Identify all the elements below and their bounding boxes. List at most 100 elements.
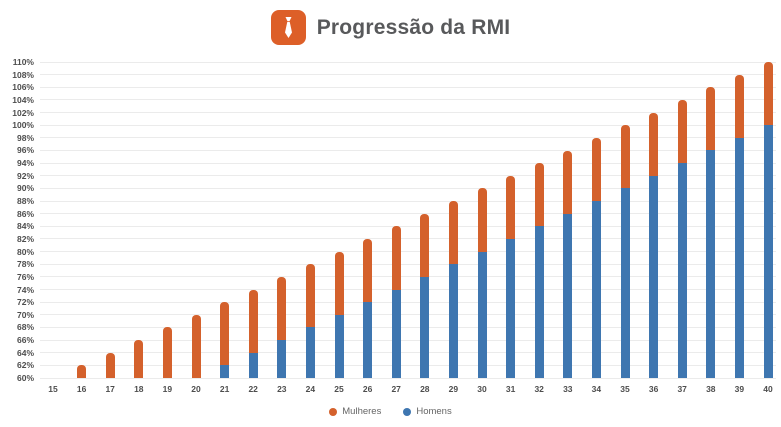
y-tick-label: 104% <box>12 94 34 105</box>
bar-homens <box>420 276 430 378</box>
y-tick-label: 94% <box>16 158 34 169</box>
bar-homens <box>220 365 230 378</box>
bar-homens <box>591 201 601 378</box>
gridline <box>40 377 776 379</box>
legend-dot-icon <box>329 407 338 416</box>
y-tick-label: 80% <box>16 246 34 257</box>
bar-group-37 <box>677 99 687 378</box>
bar-mulheres <box>534 163 544 227</box>
y-tick-label: 108% <box>12 69 34 80</box>
bar-group-21 <box>220 302 230 378</box>
x-tick-label: 36 <box>648 384 659 394</box>
gridline <box>40 200 776 202</box>
bar-group-38 <box>706 87 716 378</box>
y-tick-label: 106% <box>12 82 34 93</box>
bar-homens <box>363 302 373 378</box>
legend-dot-icon <box>403 407 412 416</box>
legend-label: Mulheres <box>342 406 382 417</box>
bar-homens <box>649 175 659 378</box>
bar-group-34 <box>591 137 601 378</box>
bar-mulheres <box>734 74 744 138</box>
bar-group-40 <box>763 62 773 378</box>
gridline <box>40 352 776 354</box>
bar-homens <box>448 264 458 378</box>
bar-homens <box>477 251 487 378</box>
y-tick-label: 70% <box>16 309 34 320</box>
gridline <box>40 314 776 316</box>
y-tick-label: 66% <box>16 335 34 346</box>
x-tick-label: 31 <box>505 384 516 394</box>
x-tick-label: 22 <box>248 384 258 394</box>
bar-group-19 <box>162 327 172 378</box>
bar-group-25 <box>334 251 344 378</box>
legend-label: Homens <box>416 406 452 417</box>
bar-mulheres <box>105 352 115 378</box>
x-tick-label: 32 <box>534 384 544 394</box>
gridline <box>40 326 776 328</box>
x-tick-label: 19 <box>162 384 173 394</box>
y-tick-label: 88% <box>16 196 34 207</box>
x-tick-label: 34 <box>591 384 602 394</box>
bar-group-28 <box>420 213 430 378</box>
x-tick-label: 29 <box>448 384 459 394</box>
x-tick-label: 25 <box>334 384 344 394</box>
bar-mulheres <box>191 314 201 378</box>
y-axis-labels: 60% 62% 64% 66% 68% 70% 72% 74% 76% 78% 80% 82% 84% 8… <box>0 57 34 383</box>
x-tick-label: 28 <box>420 384 430 394</box>
x-tick-label: 37 <box>677 384 687 394</box>
gridline <box>40 74 776 76</box>
bar-group-32 <box>534 163 544 378</box>
bar-mulheres <box>706 87 716 151</box>
bar-mulheres <box>506 175 516 239</box>
bar-group-35 <box>620 125 630 378</box>
gridline <box>40 251 776 253</box>
bar-group-36 <box>649 112 659 378</box>
bar-mulheres <box>363 238 373 303</box>
gridline <box>40 301 776 303</box>
x-tick-label: 30 <box>477 384 487 394</box>
bar-homens <box>277 340 287 378</box>
gridline <box>40 86 776 88</box>
x-tick-label: 18 <box>134 384 144 394</box>
y-tick-label: 90% <box>16 183 34 194</box>
y-tick-label: 74% <box>16 284 34 295</box>
bar-group-17 <box>105 352 115 378</box>
bar-mulheres <box>591 137 601 202</box>
bar-group-29 <box>448 201 458 378</box>
bar-mulheres <box>77 365 87 378</box>
bar-group-20 <box>191 314 201 378</box>
gridline <box>40 99 776 101</box>
chart-header: Progressão da RMI <box>0 10 781 45</box>
gridline <box>40 112 776 114</box>
gridline <box>40 238 776 240</box>
bar-group-33 <box>563 150 573 378</box>
x-tick-label: 24 <box>305 384 316 394</box>
y-tick-label: 110% <box>12 57 34 67</box>
bar-mulheres <box>620 125 630 189</box>
bar-mulheres <box>563 150 573 214</box>
bar-homens <box>534 226 544 378</box>
bar-mulheres <box>677 99 687 164</box>
x-tick-label: 17 <box>105 384 115 394</box>
x-tick-label: 21 <box>219 384 230 394</box>
bar-group-24 <box>305 264 315 378</box>
x-tick-label: 23 <box>277 384 287 394</box>
bar-homens <box>734 137 744 378</box>
gridline <box>40 213 776 215</box>
bar-homens <box>706 150 716 378</box>
bar-group-39 <box>734 74 744 378</box>
bar-mulheres <box>134 340 144 378</box>
bar-mulheres <box>220 302 230 366</box>
gridline <box>40 175 776 177</box>
gridline <box>40 276 776 278</box>
y-tick-label: 62% <box>16 360 34 371</box>
x-axis-labels: 15 16 17 18 19 20 21 22 23 24 25 26 27 28 29 30 31 32 33 34… <box>40 384 776 396</box>
y-tick-label: 60% <box>16 373 34 383</box>
bar-homens <box>391 289 401 378</box>
bar-homens <box>248 352 258 378</box>
x-tick-label: 35 <box>620 384 630 394</box>
bar-group-23 <box>277 276 287 378</box>
legend: Mulheres Homens <box>0 406 781 417</box>
y-tick-label: 86% <box>16 208 34 219</box>
y-tick-label: 100% <box>12 120 34 131</box>
